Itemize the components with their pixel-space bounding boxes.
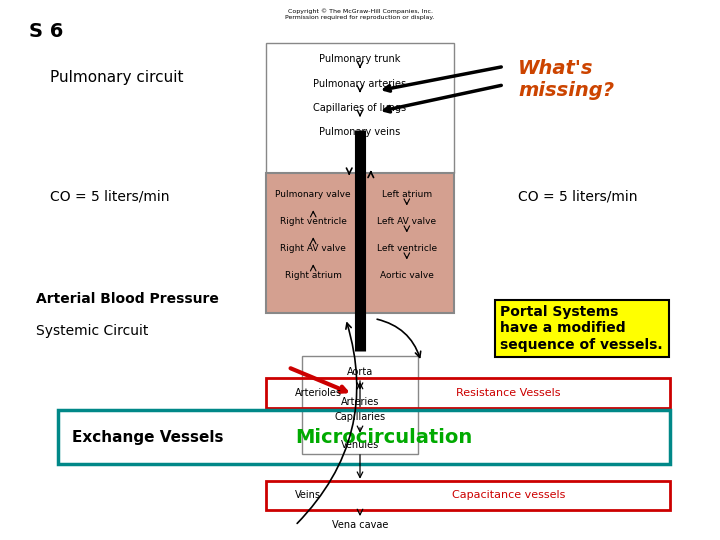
Text: S 6: S 6	[29, 22, 63, 40]
Text: Left ventricle: Left ventricle	[377, 244, 437, 253]
Text: Right atrium: Right atrium	[285, 271, 341, 280]
Text: Right AV valve: Right AV valve	[280, 244, 346, 253]
Text: Venules: Venules	[341, 441, 379, 450]
Text: Arterial Blood Pressure: Arterial Blood Pressure	[36, 292, 219, 306]
Text: Copyright © The McGraw-Hill Companies, Inc.
Permission required for reproduction: Copyright © The McGraw-Hill Companies, I…	[285, 8, 435, 19]
Text: Capillaries of lungs: Capillaries of lungs	[313, 103, 407, 113]
Text: Capillaries: Capillaries	[334, 413, 386, 422]
Text: Portal Systems
have a modified
sequence of vessels.: Portal Systems have a modified sequence …	[500, 305, 663, 352]
Text: Aorta: Aorta	[347, 367, 373, 376]
Text: Resistance Vessels: Resistance Vessels	[456, 388, 561, 398]
Text: Pulmonary arteries: Pulmonary arteries	[313, 79, 407, 89]
Text: Aortic valve: Aortic valve	[380, 271, 433, 280]
Text: Vena cavae: Vena cavae	[332, 521, 388, 530]
Text: Capacitance vessels: Capacitance vessels	[451, 490, 565, 501]
Text: CO = 5 liters/min: CO = 5 liters/min	[50, 189, 170, 203]
Text: Arterioles: Arterioles	[295, 388, 342, 398]
Text: Left AV valve: Left AV valve	[377, 217, 436, 226]
Text: Microcirculation: Microcirculation	[295, 428, 472, 447]
Text: Arteries: Arteries	[341, 397, 379, 407]
Text: Pulmonary veins: Pulmonary veins	[320, 127, 400, 137]
Text: Right ventricle: Right ventricle	[280, 217, 346, 226]
Text: Pulmonary valve: Pulmonary valve	[275, 190, 351, 199]
Text: Exchange Vessels: Exchange Vessels	[72, 430, 223, 445]
FancyBboxPatch shape	[266, 173, 454, 313]
Text: Veins: Veins	[295, 490, 321, 501]
Text: Pulmonary trunk: Pulmonary trunk	[319, 55, 401, 64]
Text: Left atrium: Left atrium	[382, 190, 432, 199]
Text: Systemic Circuit: Systemic Circuit	[36, 324, 148, 338]
Text: Pulmonary circuit: Pulmonary circuit	[50, 70, 184, 85]
Text: What's
missing?: What's missing?	[518, 59, 615, 100]
Text: CO = 5 liters/min: CO = 5 liters/min	[518, 189, 638, 203]
